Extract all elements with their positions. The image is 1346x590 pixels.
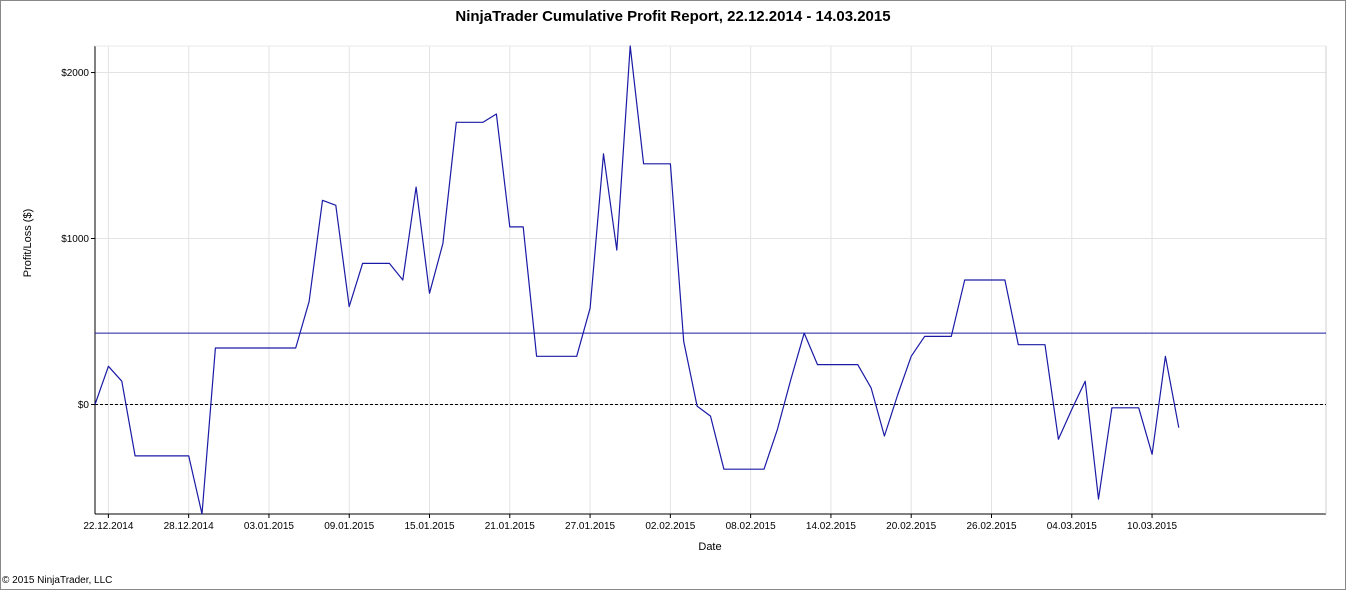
- x-tick-label: 27.01.2015: [565, 521, 615, 532]
- x-tick-label: 21.01.2015: [485, 521, 535, 532]
- y-tick-label: $1000: [61, 234, 89, 245]
- y-tick-label: $2000: [61, 68, 89, 79]
- series-line: [94, 45, 1180, 515]
- chart-title: NinjaTrader Cumulative Profit Report, 22…: [455, 8, 891, 25]
- plot-border: [94, 45, 1327, 515]
- x-axis-label: Date: [698, 541, 721, 553]
- x-tick-label: 03.01.2015: [244, 521, 294, 532]
- x-tick-label: 04.03.2015: [1047, 521, 1097, 532]
- y-axis-ticks: $0 $1000 $2000: [61, 68, 95, 411]
- x-axis-ticks: 22.12.2014 28.12.2014 03.01.2015 09.01.2015…: [83, 514, 1178, 532]
- x-tick-label: 22.12.2014: [83, 521, 133, 532]
- reference-lines: [95, 332, 1326, 405]
- x-tick-label: 02.02.2015: [645, 521, 695, 532]
- x-tick-label: 14.02.2015: [806, 521, 856, 532]
- series-group: [94, 45, 1180, 515]
- y-tick-label: $0: [78, 400, 90, 411]
- x-tick-label: 08.02.2015: [726, 521, 776, 532]
- copyright-text: © 2015 NinjaTrader, LLC: [2, 575, 113, 586]
- x-tick-label: 26.02.2015: [966, 521, 1016, 532]
- y-axis-label: Profit/Loss ($): [22, 209, 34, 277]
- x-tick-label: 28.12.2014: [164, 521, 214, 532]
- x-tick-label: 10.03.2015: [1127, 521, 1177, 532]
- x-tick-label: 20.02.2015: [886, 521, 936, 532]
- grid: [95, 46, 1326, 514]
- x-tick-label: 09.01.2015: [324, 521, 374, 532]
- x-tick-label: 15.01.2015: [404, 521, 454, 532]
